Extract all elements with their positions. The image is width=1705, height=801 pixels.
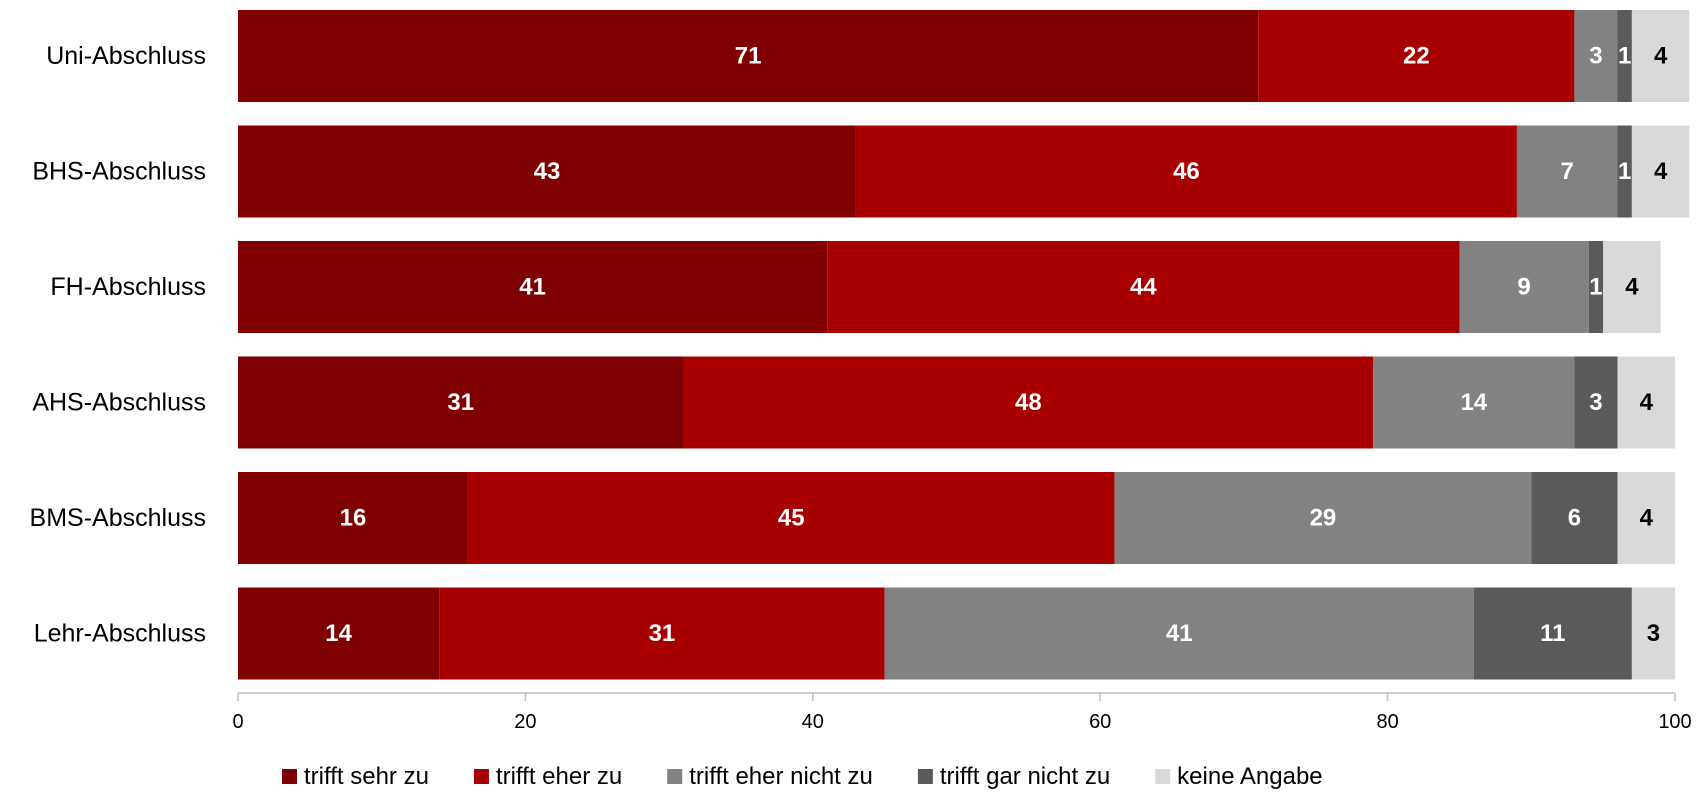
bar-segment-ahs-abschluss-keine-angabe [1617, 356, 1675, 449]
legend-item-keine-angabe: keine Angabe [1155, 763, 1323, 790]
legend-swatch-trifft-sehr-zu [282, 769, 297, 784]
bar-segment-uni-abschluss-trifft-gar-nicht-zu [1617, 10, 1632, 102]
bar-segment-bms-abschluss-trifft-sehr-zu [238, 472, 468, 564]
value-label-lehr-abschluss-keine-angabe: 3 [1647, 620, 1660, 647]
bar-segment-lehr-abschluss-trifft-sehr-zu [238, 587, 440, 680]
x-tick-label-60: 60 [1089, 711, 1111, 733]
legend-swatch-trifft-eher-nicht-zu [667, 769, 683, 784]
bar-segment-bms-abschluss-trifft-gar-nicht-zu [1531, 472, 1618, 564]
value-label-uni-abschluss-trifft-eher-nicht-zu: 3 [1589, 43, 1602, 70]
legend: trifft sehr zu trifft eher zu trifft eher … [282, 763, 1323, 790]
value-label-bms-abschluss-trifft-eher-nicht-zu: 29 [1310, 505, 1337, 532]
value-label-fh-abschluss-keine-angabe: 4 [1625, 274, 1639, 301]
bar-segment-uni-abschluss-trifft-eher-zu [1258, 10, 1575, 102]
value-label-bms-abschluss-trifft-sehr-zu: 16 [340, 505, 367, 532]
category-label-bms-abschluss: BMS-Abschluss [30, 504, 206, 532]
value-label-ahs-abschluss-trifft-gar-nicht-zu: 3 [1589, 389, 1602, 416]
category-label-uni-abschluss: Uni-Abschluss [46, 42, 206, 70]
bar-segment-lehr-abschluss-trifft-gar-nicht-zu [1473, 587, 1632, 680]
bar-row-ahs-abschluss: 31 48 14 3 4 [238, 356, 1675, 449]
category-label-bhs-abschluss: BHS-Abschluss [32, 158, 206, 186]
bar-row-uni-abschluss: 71 22 3 1 4 [238, 10, 1690, 102]
bar-segment-uni-abschluss-keine-angabe [1631, 10, 1690, 102]
legend-label-trifft-sehr-zu: trifft sehr zu [304, 763, 429, 790]
bar-segment-bhs-abschluss-trifft-sehr-zu [238, 125, 856, 218]
bar-segment-bhs-abschluss-trifft-eher-zu [855, 125, 1517, 218]
bar-segment-fh-abschluss-trifft-gar-nicht-zu [1588, 241, 1604, 333]
x-tick-label-0: 0 [232, 711, 243, 733]
value-label-uni-abschluss-trifft-gar-nicht-zu: 1 [1618, 43, 1631, 70]
value-label-uni-abschluss-trifft-sehr-zu: 71 [735, 43, 762, 70]
value-label-ahs-abschluss-trifft-sehr-zu: 31 [447, 389, 474, 416]
x-axis: 0 20 40 60 80 100 [232, 692, 1692, 733]
bar-segment-ahs-abschluss-trifft-gar-nicht-zu [1574, 356, 1618, 449]
bar-segment-fh-abschluss-keine-angabe [1603, 241, 1661, 333]
bar-row-bhs-abschluss: 43 46 7 1 4 [238, 125, 1690, 218]
value-label-ahs-abschluss-keine-angabe: 4 [1640, 389, 1654, 416]
legend-swatch-keine-angabe [1155, 769, 1171, 784]
bar-segment-uni-abschluss-trifft-sehr-zu [238, 10, 1259, 102]
value-label-fh-abschluss-trifft-eher-zu: 44 [1130, 274, 1157, 301]
x-tick-label-20: 20 [514, 711, 536, 733]
legend-label-keine-angabe: keine Angabe [1177, 763, 1322, 790]
category-label-lehr-abschluss: Lehr-Abschluss [34, 620, 206, 648]
bars-layer: 71 22 3 1 443 46 7 1 441 44 9 1 431 48 14 3 416 45 29 6 414 3… [238, 10, 1690, 680]
bar-row-bms-abschluss: 16 45 29 6 4 [238, 472, 1675, 564]
bar-segment-bhs-abschluss-trifft-gar-nicht-zu [1617, 125, 1632, 218]
value-label-bhs-abschluss-keine-angabe: 4 [1654, 158, 1668, 185]
value-label-lehr-abschluss-trifft-eher-nicht-zu: 41 [1166, 620, 1193, 647]
bar-segment-lehr-abschluss-trifft-eher-zu [439, 587, 885, 680]
bar-segment-bms-abschluss-keine-angabe [1617, 472, 1675, 564]
legend-label-trifft-gar-nicht-zu: trifft gar nicht zu [940, 763, 1110, 790]
bar-segment-ahs-abschluss-trifft-eher-zu [683, 356, 1374, 449]
value-label-bhs-abschluss-trifft-eher-zu: 46 [1173, 158, 1200, 185]
category-label-ahs-abschluss: AHS-Abschluss [32, 389, 206, 417]
x-tick-label-100: 100 [1658, 711, 1691, 733]
value-label-fh-abschluss-trifft-gar-nicht-zu: 1 [1589, 274, 1602, 301]
legend-label-trifft-eher-nicht-zu: trifft eher nicht zu [689, 763, 873, 790]
bar-segment-ahs-abschluss-trifft-sehr-zu [238, 356, 684, 449]
category-labels: Uni-Abschluss BHS-Abschluss FH-Abschluss AH… [30, 42, 206, 648]
value-label-bhs-abschluss-trifft-sehr-zu: 43 [534, 158, 561, 185]
value-label-uni-abschluss-trifft-eher-zu: 22 [1403, 43, 1430, 70]
value-label-fh-abschluss-trifft-sehr-zu: 41 [519, 274, 546, 301]
legend-item-trifft-gar-nicht-zu: trifft gar nicht zu [917, 763, 1110, 790]
bar-segment-bhs-abschluss-keine-angabe [1631, 125, 1690, 218]
legend-swatch-trifft-eher-zu [473, 769, 489, 784]
legend-item-trifft-eher-zu: trifft eher zu [473, 763, 622, 790]
bar-segment-bhs-abschluss-trifft-eher-nicht-zu [1516, 125, 1618, 218]
x-tick-label-40: 40 [802, 711, 824, 733]
value-label-bms-abschluss-trifft-eher-zu: 45 [778, 505, 805, 532]
bar-segment-lehr-abschluss-keine-angabe [1631, 587, 1675, 680]
value-label-lehr-abschluss-trifft-eher-zu: 31 [649, 620, 676, 647]
value-label-bhs-abschluss-trifft-gar-nicht-zu: 1 [1618, 158, 1631, 185]
x-tick-label-80: 80 [1376, 711, 1398, 733]
bar-segment-lehr-abschluss-trifft-eher-nicht-zu [884, 587, 1474, 680]
bar-segment-bms-abschluss-trifft-eher-nicht-zu [1114, 472, 1532, 564]
value-label-lehr-abschluss-trifft-sehr-zu: 14 [325, 620, 352, 647]
legend-swatch-trifft-gar-nicht-zu [917, 769, 933, 784]
bar-segment-fh-abschluss-trifft-eher-nicht-zu [1459, 241, 1589, 333]
bar-segment-ahs-abschluss-trifft-eher-nicht-zu [1373, 356, 1575, 449]
value-label-fh-abschluss-trifft-eher-nicht-zu: 9 [1517, 274, 1530, 301]
value-label-bhs-abschluss-trifft-eher-nicht-zu: 7 [1561, 158, 1574, 185]
value-label-bms-abschluss-trifft-gar-nicht-zu: 6 [1568, 505, 1581, 532]
bar-row-lehr-abschluss: 14 31 41 11 3 [238, 587, 1675, 680]
bar-row-fh-abschluss: 41 44 9 1 4 [238, 241, 1661, 333]
bar-segment-fh-abschluss-trifft-sehr-zu [238, 241, 828, 333]
value-label-ahs-abschluss-trifft-eher-nicht-zu: 14 [1460, 389, 1487, 416]
legend-label-trifft-eher-zu: trifft eher zu [496, 763, 622, 790]
bar-segment-uni-abschluss-trifft-eher-nicht-zu [1574, 10, 1618, 102]
value-label-uni-abschluss-keine-angabe: 4 [1654, 43, 1668, 70]
legend-item-trifft-eher-nicht-zu: trifft eher nicht zu [667, 763, 873, 790]
bar-segment-fh-abschluss-trifft-eher-zu [827, 241, 1460, 333]
category-label-fh-abschluss: FH-Abschluss [50, 273, 206, 301]
value-label-bms-abschluss-keine-angabe: 4 [1640, 505, 1654, 532]
value-label-lehr-abschluss-trifft-gar-nicht-zu: 11 [1540, 620, 1565, 647]
value-label-ahs-abschluss-trifft-eher-zu: 48 [1015, 389, 1042, 416]
bar-segment-bms-abschluss-trifft-eher-zu [467, 472, 1115, 564]
legend-item-trifft-sehr-zu: trifft sehr zu [282, 763, 429, 790]
